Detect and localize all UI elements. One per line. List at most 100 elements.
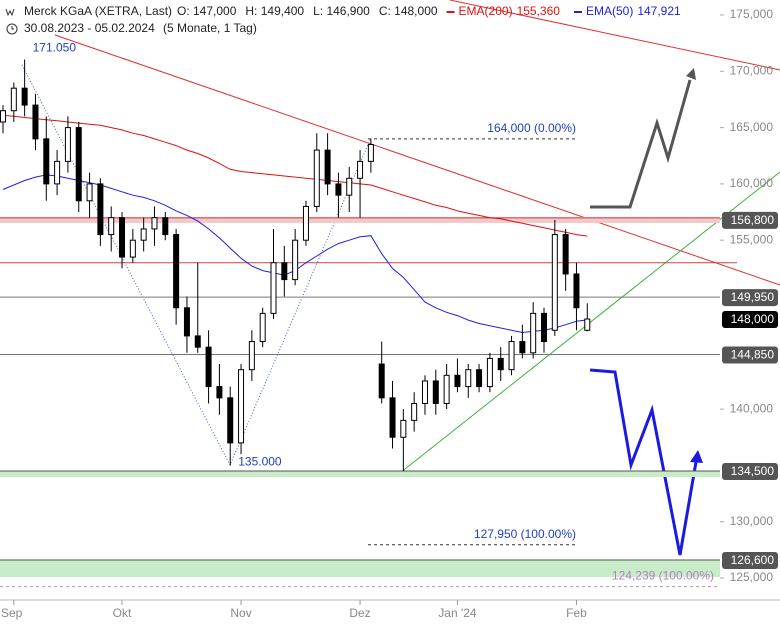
candle-body bbox=[129, 239, 136, 258]
y-tick-label: 170,000 bbox=[730, 63, 774, 77]
y-tick-label: 140,000 bbox=[730, 401, 774, 415]
title: Merck KGaA (XETRA, Last) bbox=[24, 4, 172, 18]
candle-body bbox=[183, 307, 190, 337]
trend-line bbox=[449, 0, 780, 71]
candle-body bbox=[573, 273, 580, 309]
price-box bbox=[722, 211, 778, 229]
arrow-down bbox=[589, 368, 698, 556]
candle-body bbox=[162, 217, 169, 236]
date-range: 30.08.2023 - 05.02.2024 bbox=[24, 21, 155, 35]
legend-value: 147,921 bbox=[637, 4, 681, 18]
clock-icon bbox=[6, 23, 18, 35]
price-box-label: 149,950 bbox=[731, 290, 775, 304]
candle-body bbox=[346, 177, 353, 196]
candle-body bbox=[248, 341, 255, 371]
candle-body bbox=[357, 160, 364, 179]
arrow-head bbox=[686, 68, 696, 80]
candle-body bbox=[97, 183, 104, 236]
candle-body bbox=[238, 369, 245, 444]
period: (5 Monate, 1 Tag) bbox=[163, 21, 257, 35]
price-box bbox=[722, 551, 778, 569]
candle-body bbox=[43, 138, 50, 185]
candle-body bbox=[562, 234, 569, 275]
y-tick-label: 130,000 bbox=[730, 514, 774, 528]
candle-body bbox=[140, 228, 147, 241]
fib-label: 124,239 (100.00%) bbox=[612, 569, 714, 583]
candle-body bbox=[119, 217, 126, 258]
candle-body bbox=[421, 380, 428, 404]
x-tick-label: Feb bbox=[566, 606, 587, 620]
x-tick-label: Dez bbox=[349, 606, 370, 620]
price-box bbox=[722, 311, 778, 329]
candle-body bbox=[151, 217, 158, 230]
x-tick-label: Jan '24 bbox=[438, 606, 477, 620]
candle-body bbox=[411, 402, 418, 421]
y-tick-label: 175,000 bbox=[730, 7, 774, 21]
icon bbox=[5, 8, 15, 17]
fib-label: 127,950 (100.00%) bbox=[474, 527, 576, 541]
price-box-label: 156,800 bbox=[731, 213, 775, 227]
ema-line bbox=[2, 114, 588, 237]
candle-body bbox=[10, 87, 17, 112]
y-tick-label: 125,000 bbox=[730, 570, 774, 584]
y-tick-label: 165,000 bbox=[730, 120, 774, 134]
candle-body bbox=[508, 341, 515, 371]
candle-body bbox=[32, 104, 39, 140]
candle-body bbox=[302, 205, 309, 241]
header: Merck KGaA (XETRA, Last) 30.08.2023 - 05… bbox=[5, 4, 257, 35]
candle-body bbox=[54, 160, 61, 185]
level-band bbox=[0, 216, 720, 223]
candle-body bbox=[259, 312, 266, 343]
candle-body bbox=[0, 110, 6, 123]
zigzag bbox=[21, 64, 371, 467]
candle-body bbox=[270, 262, 277, 314]
candle-body bbox=[465, 369, 472, 388]
candle-body bbox=[519, 341, 526, 354]
arrow-up bbox=[590, 79, 692, 209]
price-box-label: 148,000 bbox=[731, 312, 775, 326]
candle-body bbox=[584, 318, 591, 331]
candle-body bbox=[194, 335, 201, 348]
arrow-head bbox=[690, 450, 703, 463]
price-box-label: 144,850 bbox=[731, 348, 775, 362]
y-tick-label: 160,000 bbox=[730, 176, 774, 190]
legend-value: 155,360 bbox=[517, 4, 561, 18]
candle-body bbox=[389, 397, 396, 438]
y-tick-label: 155,000 bbox=[730, 232, 774, 246]
candle-body bbox=[497, 357, 504, 371]
candle-body bbox=[454, 374, 461, 388]
candle-body bbox=[378, 363, 385, 399]
candle-body bbox=[551, 234, 558, 331]
x-tick-label: Nov bbox=[230, 606, 251, 620]
extreme-label: 135.000 bbox=[238, 455, 282, 469]
level-band bbox=[0, 471, 720, 478]
clock-hand bbox=[11, 26, 14, 30]
extreme-label: 171.050 bbox=[33, 41, 77, 55]
level-band bbox=[0, 559, 720, 577]
price-box-label: 126,600 bbox=[731, 553, 775, 567]
candle-body bbox=[292, 239, 299, 281]
candle-body bbox=[281, 262, 288, 281]
candle-body bbox=[400, 419, 407, 438]
candle-body bbox=[21, 87, 28, 106]
candle-body bbox=[443, 374, 450, 404]
candle-body bbox=[432, 380, 439, 404]
candle-body bbox=[530, 312, 537, 354]
ohlc-label: H: 149,400 bbox=[245, 4, 304, 18]
candle-body bbox=[205, 346, 212, 388]
candle-body bbox=[64, 127, 71, 162]
candle-body bbox=[86, 183, 93, 202]
candle-body bbox=[313, 149, 320, 207]
x-tick-label: Sep bbox=[1, 606, 23, 620]
candle-body bbox=[335, 183, 342, 196]
candle-body bbox=[75, 127, 82, 202]
price-box bbox=[722, 346, 778, 364]
price-box-label: 134,500 bbox=[731, 464, 775, 478]
candle-body bbox=[324, 149, 331, 185]
fib-label: 164,000 (0.00%) bbox=[487, 121, 576, 135]
candle-body bbox=[367, 143, 374, 162]
candle-body bbox=[227, 397, 234, 444]
price-box bbox=[722, 463, 778, 481]
legend-name: EMA(200) bbox=[459, 4, 513, 18]
